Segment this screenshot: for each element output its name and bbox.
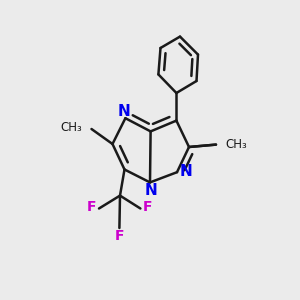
Text: N: N — [180, 164, 192, 179]
Text: F: F — [143, 200, 153, 214]
Text: N: N — [118, 103, 130, 118]
Text: F: F — [115, 229, 124, 242]
Text: N: N — [145, 183, 158, 198]
Text: CH₃: CH₃ — [61, 121, 82, 134]
Text: CH₃: CH₃ — [226, 138, 247, 151]
Text: F: F — [87, 200, 96, 214]
